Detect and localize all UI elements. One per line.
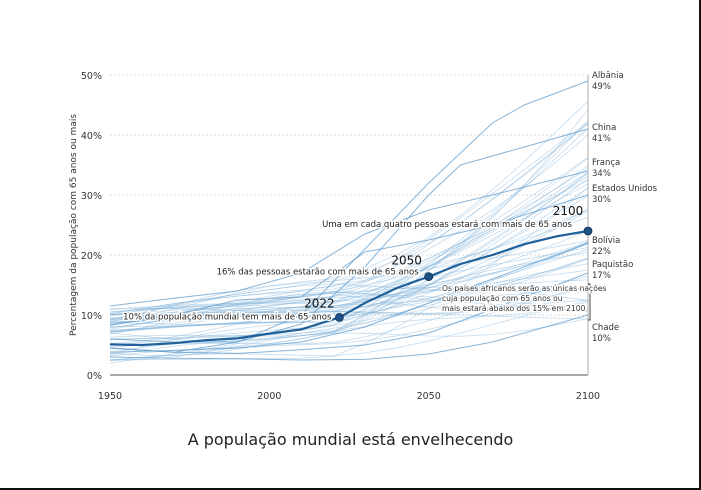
country-line	[109, 251, 589, 321]
country-line-china	[109, 128, 589, 353]
africa-note-line: cuja população com 65 anos ou	[442, 294, 563, 303]
y-tick-label: 40%	[81, 131, 102, 142]
country-line	[109, 301, 589, 342]
y-tick-label: 50%	[81, 71, 102, 82]
country-line	[109, 258, 589, 364]
country-line	[109, 249, 589, 332]
milestone-year: 2050	[391, 254, 422, 268]
country-label-value: 34%	[592, 169, 611, 179]
milestone-year: 2100	[553, 204, 584, 218]
milestone-label: 16% das pessoas estarão com mais de 65 a…	[217, 268, 420, 278]
country-label-value: 22%	[592, 247, 611, 257]
africa-note-line: Os países africanos serão as únicas naçõ…	[442, 284, 607, 293]
country-line	[109, 123, 589, 321]
country-line	[109, 216, 589, 322]
country-line	[109, 172, 589, 328]
world-line	[109, 229, 589, 347]
country-line	[109, 257, 589, 325]
milestone-label: 10% da população mundial tem mais de 65 …	[123, 312, 332, 322]
country-line	[109, 210, 589, 331]
country-line	[109, 183, 589, 310]
country-line	[109, 176, 589, 320]
country-line	[109, 247, 589, 313]
country-line	[109, 263, 589, 325]
country-line	[109, 187, 589, 346]
country-label-name: Albânia	[592, 71, 624, 81]
country-line	[109, 300, 589, 361]
country-line	[109, 230, 589, 333]
country-line	[109, 240, 589, 314]
country-label-name: Chade	[592, 323, 619, 333]
country-line-bolívia	[109, 242, 589, 353]
country-line	[109, 100, 589, 322]
milestone-label: Uma em cada quatro pessoas estará com ma…	[322, 220, 572, 230]
country-line	[109, 241, 589, 321]
country-line	[109, 318, 589, 361]
figure-caption: A população mundial está envelhecendo	[187, 430, 514, 449]
country-line	[109, 187, 589, 360]
country-line	[109, 168, 589, 313]
country-line	[109, 209, 589, 329]
country-line	[109, 241, 589, 315]
country-label-name: China	[592, 123, 616, 133]
country-line	[109, 242, 589, 341]
country-label-value: 41%	[592, 134, 611, 144]
aging-population-chart: 0% 10% 20% 30% 40% 50% 1950 2000 2050 2100 Percent…	[69, 71, 658, 402]
milestone-marker	[424, 272, 434, 282]
y-tick-label: 30%	[81, 191, 102, 202]
milestone-marker	[583, 226, 593, 236]
country-line	[109, 287, 589, 319]
country-line	[109, 157, 589, 333]
country-line	[109, 293, 589, 335]
country-line	[109, 286, 589, 316]
country-line	[109, 283, 589, 316]
x-tick-label: 2000	[257, 391, 281, 402]
x-tick-label: 1950	[98, 391, 122, 402]
country-line	[109, 127, 589, 356]
country-line-paquistão	[109, 272, 589, 354]
country-line	[109, 269, 589, 316]
country-line	[109, 279, 589, 330]
country-line	[109, 109, 589, 356]
country-line	[109, 171, 589, 324]
country-line	[109, 178, 589, 338]
country-line-frança	[109, 170, 589, 307]
x-tick-label: 2050	[417, 391, 441, 402]
country-label-value: 17%	[592, 271, 611, 281]
country-line-chade	[109, 314, 589, 361]
country-line	[109, 156, 589, 314]
milestone-marker	[335, 312, 344, 322]
country-line	[109, 243, 589, 318]
country-label-value: 30%	[592, 195, 611, 205]
y-tick-label: 10%	[81, 311, 102, 322]
africa-bracket	[588, 283, 591, 321]
country-line	[109, 275, 589, 348]
country-line	[109, 122, 589, 329]
country-line-estados-unidos	[109, 194, 589, 326]
country-label-name: França	[592, 158, 620, 168]
country-label-value: 10%	[592, 334, 611, 344]
country-label-name: Bolívia	[592, 236, 620, 246]
x-tick-label: 2100	[576, 391, 600, 402]
country-line	[109, 195, 589, 355]
background-country-lines	[109, 100, 589, 364]
africa-note-line: mais estará abaixo dos 15% em 2100	[442, 304, 586, 313]
country-label-name: Estados Unidos	[592, 184, 658, 194]
country-label-value: 49%	[592, 82, 611, 92]
y-tick-label: 20%	[81, 251, 102, 262]
country-line	[109, 120, 589, 340]
country-label-name: Paquistão	[592, 260, 633, 270]
y-tick-label: 0%	[87, 371, 102, 382]
milestone-year: 2022	[304, 296, 335, 310]
y-axis-label: Percentagem da população com 65 anos ou …	[69, 114, 79, 336]
